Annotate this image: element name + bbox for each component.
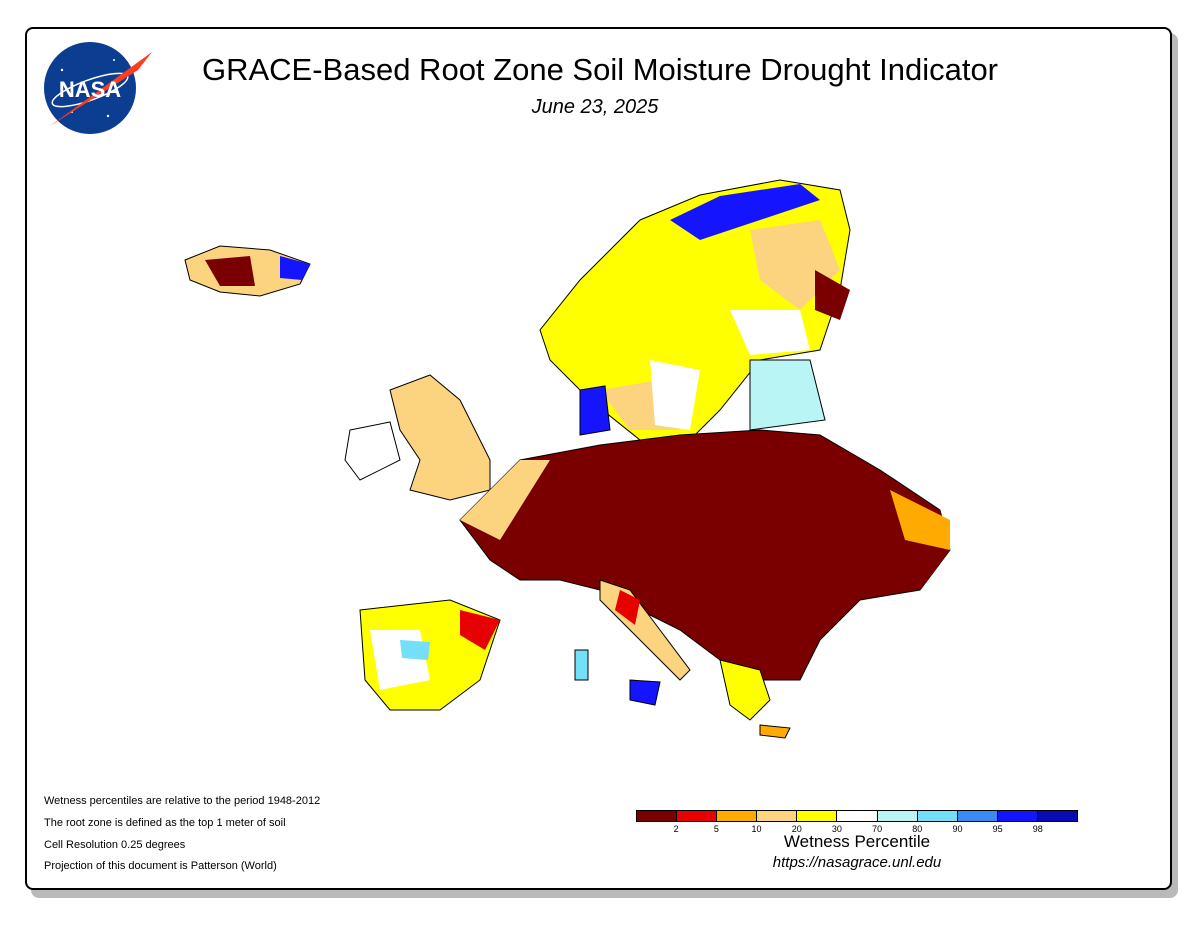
- legend: 2 5 10 20 30 70 80 90 95 98 Wetness Percentile ht…: [636, 810, 1078, 871]
- denmark: [579, 385, 611, 436]
- note-resolution: Cell Resolution 0.25 degrees: [44, 839, 186, 851]
- nasa-logo-text: NASA: [59, 77, 121, 102]
- legend-tick-label: 30: [831, 824, 842, 834]
- legend-swatch: [877, 811, 918, 821]
- legend-swatch: [917, 811, 958, 821]
- legend-swatch: [797, 811, 838, 821]
- legend-color-bar: [636, 810, 1078, 822]
- legend-title: Wetness Percentile: [783, 832, 931, 851]
- note-root-zone: The root zone is defined as the top 1 me…: [44, 817, 286, 829]
- legend-ticks: 2 5 10 20 30 70 80 90 95 98: [636, 822, 1078, 836]
- legend-tick-label: 90: [952, 824, 963, 834]
- legend-tick-label: 5: [713, 824, 719, 834]
- legend-tick-label: 70: [872, 824, 883, 834]
- legend-swatch: [1037, 811, 1078, 821]
- legend-swatch: [637, 811, 678, 821]
- legend-tick-label: 95: [992, 824, 1003, 834]
- legend-swatch: [997, 811, 1038, 821]
- legend-swatch: [757, 811, 798, 821]
- legend-swatch: [957, 811, 998, 821]
- note-projection: Projection of this document is Patterson…: [44, 860, 277, 872]
- note-period: Wetness percentiles are relative to the …: [44, 795, 321, 807]
- continental-europe: [459, 429, 951, 681]
- legend-tick-label: 20: [791, 824, 802, 834]
- source-url[interactable]: https://nasagrace.unl.edu: [772, 854, 942, 871]
- legend-swatch: [837, 811, 878, 821]
- europe-drought-map: [184, 179, 951, 739]
- legend-tick-label: 2: [673, 824, 679, 834]
- legend-swatch: [677, 811, 718, 821]
- british-isles: [389, 374, 491, 501]
- page-title: GRACE-Based Root Zone Soil Moisture Drou…: [201, 52, 999, 87]
- baltics: [749, 359, 826, 431]
- map-date: June 23, 2025: [531, 96, 659, 118]
- legend-tick-label: 80: [912, 824, 923, 834]
- legend-tick-label: 10: [751, 824, 762, 834]
- greece: [719, 659, 771, 721]
- legend-tick-label: 98: [1032, 824, 1043, 834]
- legend-swatch: [717, 811, 758, 821]
- nasa-logo: NASA: [44, 42, 152, 134]
